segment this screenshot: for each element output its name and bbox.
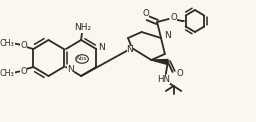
Text: N: N [127,46,133,55]
Text: O: O [176,70,183,78]
Text: N: N [67,65,74,73]
Text: Abs: Abs [76,56,88,61]
Text: O: O [20,41,27,50]
Text: HN: HN [157,75,170,83]
Text: CH₃: CH₃ [0,68,15,77]
Text: O: O [142,9,149,17]
Text: N: N [164,31,171,41]
Text: CH₃: CH₃ [0,39,15,47]
Text: NH₂: NH₂ [74,24,92,32]
Text: N: N [98,44,105,52]
Text: O: O [171,14,177,22]
Polygon shape [151,60,168,65]
Text: O: O [20,66,27,76]
